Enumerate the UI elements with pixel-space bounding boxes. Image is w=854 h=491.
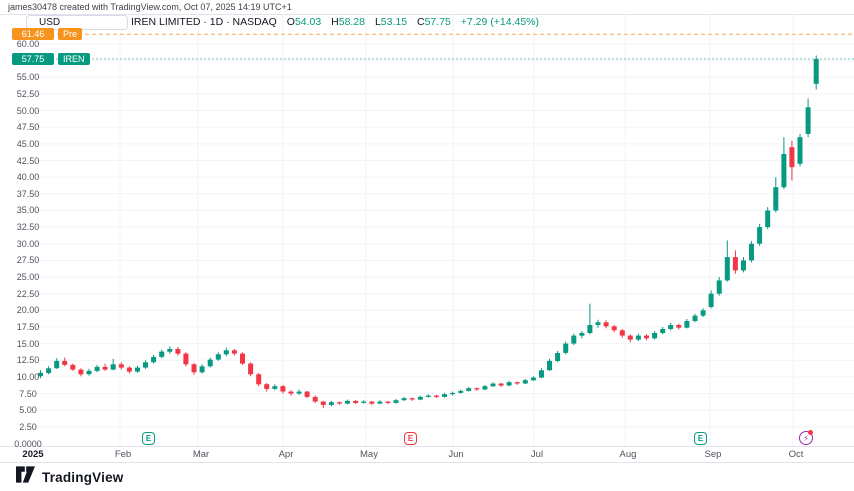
x-axis-year-label: 2025 [22, 449, 44, 460]
symbol-tag: IREN [58, 53, 90, 65]
y-axis-tick: 10.00 [16, 371, 40, 382]
y-axis-tick: 12.50 [16, 355, 40, 366]
symbol-title: IREN LIMITED · 1D · NASDAQ [131, 16, 277, 28]
y-axis-tick: 42.50 [16, 155, 40, 166]
symbol-legend: IREN LIMITED · 1D · NASDAQ O54.03 H58.28… [131, 15, 539, 29]
earnings-marker-icon[interactable]: E [694, 432, 707, 445]
y-axis-tick: 37.50 [16, 188, 40, 199]
last-price-badge: 57.75 [12, 53, 54, 65]
ohlc-close-value: 57.75 [424, 16, 451, 28]
x-axis-month-label: Oct [788, 449, 804, 460]
y-axis-tick: 32.50 [16, 222, 40, 233]
ohlc-close-label: C [417, 16, 425, 28]
time-axis-divider [0, 446, 854, 447]
y-axis-tick: 20.00 [16, 305, 40, 316]
y-axis-tick: 35.00 [16, 205, 40, 216]
ohlc-low-value: 53.15 [380, 16, 408, 28]
attribution-text: james30478 created with TradingView.com,… [8, 2, 292, 12]
y-axis-tick: 7.50 [19, 388, 37, 399]
ohlc-low-label: L [374, 16, 381, 28]
x-axis-month-label: May [360, 449, 378, 460]
premarket-price-badge: 61.46 [12, 28, 54, 41]
y-axis-tick: 2.50 [19, 421, 37, 432]
y-axis-tick: 27.50 [16, 255, 40, 266]
y-axis-tick: 52.50 [16, 88, 40, 99]
x-axis-month-label: Jun [448, 449, 464, 460]
x-axis-month-label: Sep [704, 449, 722, 460]
y-axis-tick: 22.50 [16, 288, 40, 299]
y-axis-tick: 47.50 [16, 122, 40, 133]
y-axis-tick: 60.00 [16, 39, 40, 50]
y-axis-tick: 50.00 [16, 105, 40, 116]
y-axis-tick: 0.0000 [14, 438, 42, 449]
y-axis-tick: 40.00 [16, 172, 40, 183]
tradingview-branding[interactable]: TradingView [16, 466, 123, 488]
y-axis-tick: 15.00 [16, 338, 40, 349]
brand-name: TradingView [42, 469, 124, 485]
bottom-divider [0, 462, 854, 463]
y-axis-tick: 5.00 [19, 405, 37, 416]
ohlc-high-value: 58.28 [338, 16, 366, 28]
y-axis-tick: 25.00 [16, 272, 40, 283]
top-divider [0, 14, 854, 15]
y-axis-tick: 30.00 [16, 238, 40, 249]
earnings-marker-icon[interactable]: E [142, 432, 155, 445]
x-axis-month-label: Aug [619, 449, 637, 460]
ohlc-open-label: O [286, 16, 295, 28]
ohlc-open-value: 54.03 [294, 16, 322, 28]
earnings-marker-icon[interactable]: E [404, 432, 417, 445]
event-flash-icon[interactable]: ⚡ [799, 430, 813, 445]
y-axis-tick: 17.50 [16, 321, 40, 332]
x-axis-month-label: Feb [114, 449, 132, 460]
notification-dot [808, 430, 813, 435]
ohlc-high-label: H [331, 16, 339, 28]
x-axis-month-label: Jul [530, 449, 544, 460]
x-axis-month-label: Apr [278, 449, 294, 460]
change-value: +7.29 (+14.45%) [460, 16, 540, 28]
tradingview-logo-icon [16, 466, 35, 488]
premarket-tag: Pre [58, 28, 83, 41]
y-axis-tick: 55.00 [16, 72, 40, 83]
y-axis-tick: 45.00 [16, 138, 40, 149]
x-axis-month-label: Mar [192, 449, 210, 460]
